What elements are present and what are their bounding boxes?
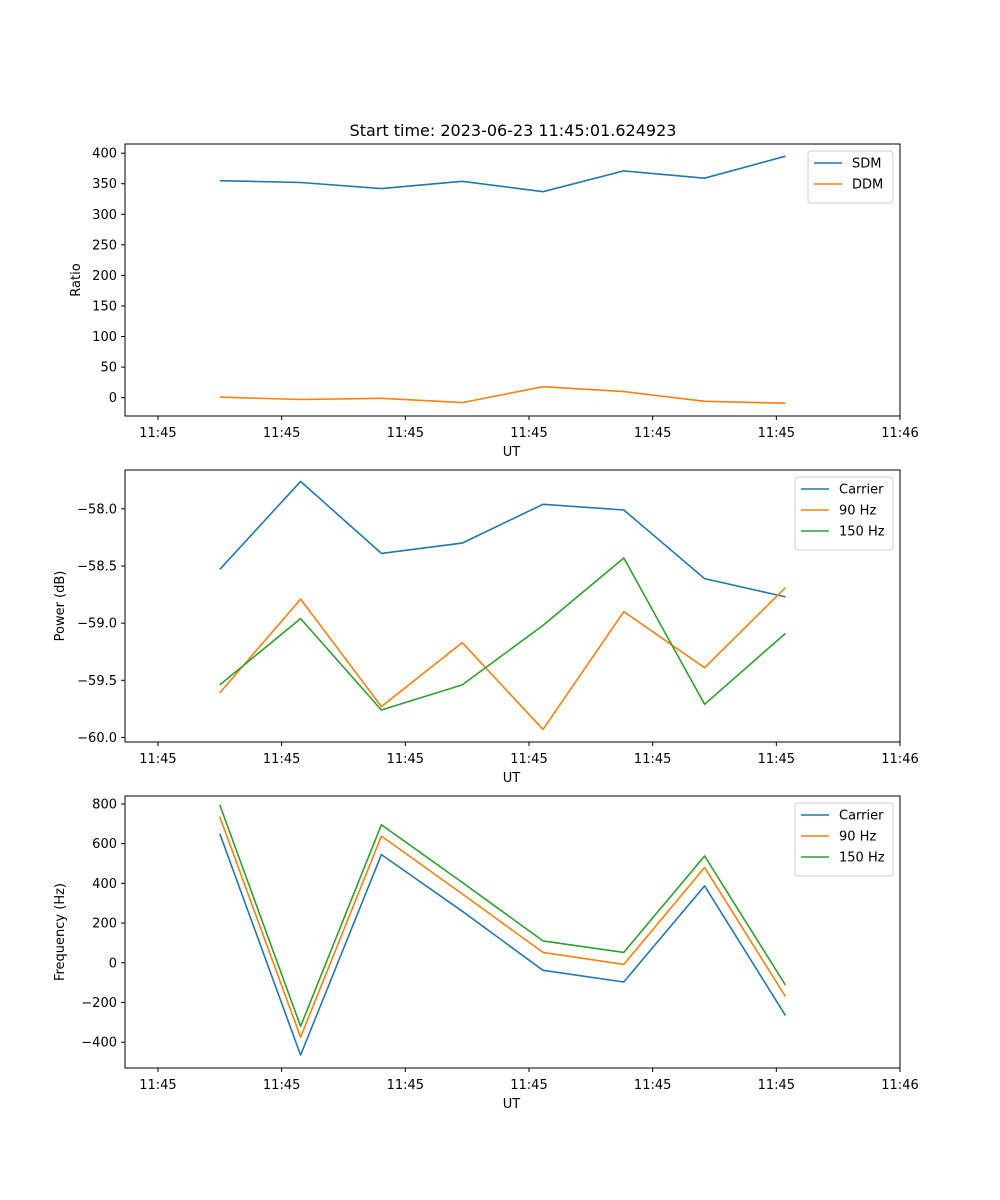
legend-label: 150 Hz xyxy=(839,851,885,866)
x-tick-label: 11:45 xyxy=(634,426,671,441)
x-tick-label: 11:45 xyxy=(387,752,424,767)
y-tick-label: 50 xyxy=(100,361,117,376)
series-line-150-hz xyxy=(219,804,787,1028)
x-tick-label: 11:46 xyxy=(881,752,918,767)
x-tick-label: 11:45 xyxy=(139,426,176,441)
series-line-carrier xyxy=(219,833,787,1056)
x-tick-label: 11:45 xyxy=(387,1078,424,1093)
series-line-150-hz xyxy=(219,557,786,711)
y-tick-label: 150 xyxy=(92,299,117,314)
y-axis-label: Power (dB) xyxy=(53,571,68,642)
y-tick-label: 250 xyxy=(92,238,117,253)
x-axis-label: UT xyxy=(503,1097,521,1112)
legend-label: Carrier xyxy=(839,483,884,498)
series-line-carrier xyxy=(219,480,786,598)
legend-label: DDM xyxy=(852,178,883,193)
y-tick-label: 100 xyxy=(92,330,117,345)
y-tick-label: 350 xyxy=(92,177,117,192)
y-tick-label: −400 xyxy=(81,1036,117,1051)
y-tick-label: 0 xyxy=(109,956,117,971)
y-axis-label: Ratio xyxy=(69,263,84,296)
y-tick-label: 0 xyxy=(109,391,117,406)
legend: SDM DDM xyxy=(807,150,894,204)
y-tick-label: 600 xyxy=(92,837,117,852)
panel-1: 11:45 11:45 11:45 11:45 11:45 11:45 11:46 0 50 10… xyxy=(69,143,919,460)
figure-title: Start time: 2023-06-23 11:45:01.624923 xyxy=(350,121,677,140)
x-tick-label: 11:45 xyxy=(758,752,795,767)
x-tick-label: 11:45 xyxy=(263,752,300,767)
legend-label: 90 Hz xyxy=(839,504,876,519)
x-tick-label: 11:45 xyxy=(510,1078,547,1093)
y-axis-label: Frequency (Hz) xyxy=(53,883,68,981)
y-tick-label: 800 xyxy=(92,797,117,812)
legend-label: Carrier xyxy=(839,809,884,824)
x-tick-label: 11:46 xyxy=(881,1078,918,1093)
x-tick-label: 11:45 xyxy=(510,752,547,767)
x-tick-label: 11:45 xyxy=(758,1078,795,1093)
panel-3: 11:45 11:45 11:45 11:45 11:45 11:45 11:46 −400 −… xyxy=(53,795,919,1112)
panel-2: 11:45 11:45 11:45 11:45 11:45 11:45 11:46 −60.0… xyxy=(53,469,919,786)
x-tick-label: 11:45 xyxy=(139,752,176,767)
legend-frame xyxy=(807,150,894,204)
series-line-ddm xyxy=(219,385,786,404)
x-axis-label: UT xyxy=(503,771,521,786)
axes-frame xyxy=(124,469,901,743)
axes-frame xyxy=(124,795,901,1069)
y-tick-label: −59.0 xyxy=(77,617,117,632)
legend-label: 150 Hz xyxy=(839,525,885,540)
y-tick-label: −60.0 xyxy=(77,731,117,746)
x-tick-label: 11:45 xyxy=(139,1078,176,1093)
y-tick-label: −58.0 xyxy=(77,502,117,517)
y-tick-label: 400 xyxy=(92,877,117,892)
x-axis-label: UT xyxy=(503,445,521,460)
y-tick-label: 400 xyxy=(92,147,117,162)
x-tick-label: 11:45 xyxy=(387,426,424,441)
x-tick-label: 11:45 xyxy=(263,1078,300,1093)
y-tick-label: 200 xyxy=(92,269,117,284)
x-tick-label: 11:45 xyxy=(263,426,300,441)
y-tick-label: −59.5 xyxy=(77,674,117,689)
x-tick-label: 11:45 xyxy=(634,1078,671,1093)
x-tick-label: 11:46 xyxy=(881,426,918,441)
y-tick-label: −58.5 xyxy=(77,560,117,575)
legend-label: 90 Hz xyxy=(839,830,876,845)
series-line-sdm xyxy=(219,155,786,193)
x-tick-label: 11:45 xyxy=(634,752,671,767)
legend: Carrier 90 Hz 150 Hz xyxy=(794,802,894,877)
y-tick-label: 300 xyxy=(92,208,117,223)
panels: 11:45 11:45 11:45 11:45 11:45 11:45 11:46 0 50 10… xyxy=(53,143,919,1112)
y-tick-label: −200 xyxy=(81,996,117,1011)
legend: Carrier 90 Hz 150 Hz xyxy=(794,476,894,551)
series-line-90-hz xyxy=(219,816,787,1038)
x-tick-label: 11:45 xyxy=(510,426,547,441)
series-line-90-hz xyxy=(219,587,786,731)
axes-frame xyxy=(124,143,901,417)
y-tick-label: 200 xyxy=(92,917,117,932)
legend-label: SDM xyxy=(852,157,881,172)
x-tick-label: 11:45 xyxy=(758,426,795,441)
